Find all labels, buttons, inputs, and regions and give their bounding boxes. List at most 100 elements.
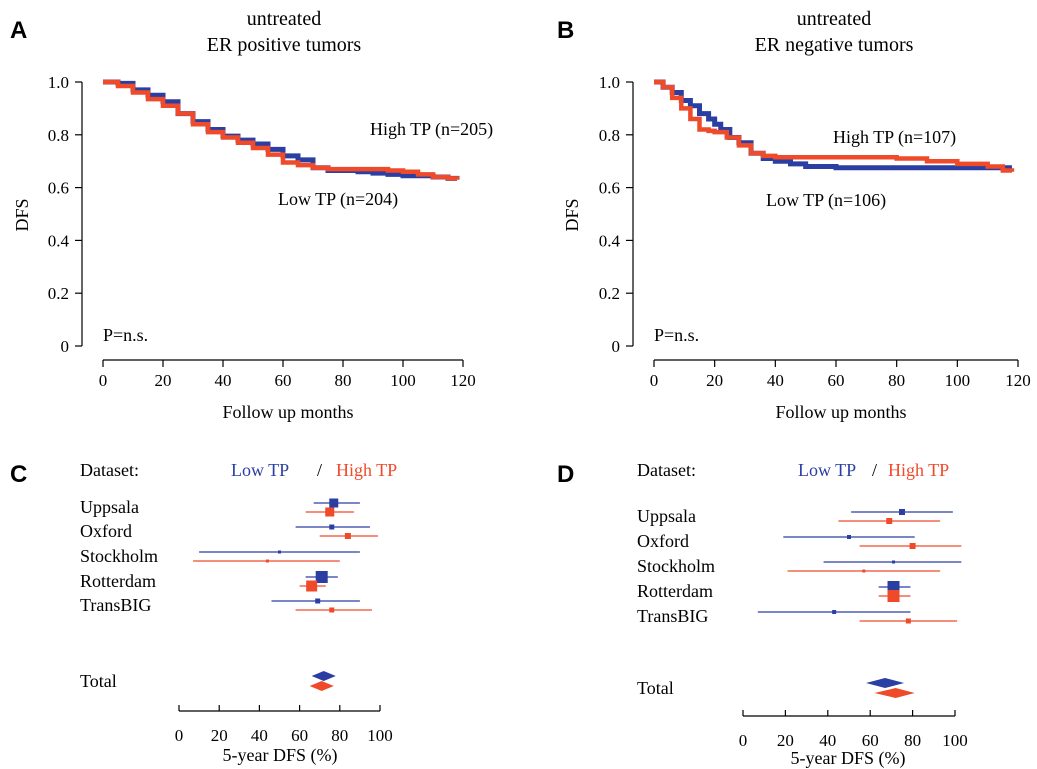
panel-b-low-tp-label: Low TP (n=106) <box>766 190 886 211</box>
x-tick-label: 80 <box>888 371 905 390</box>
panel-letter-b: B <box>557 17 574 44</box>
panel-b-x-ticks: 0 20 40 60 80 100 120 <box>650 360 1031 390</box>
panel-b-y-ticks: 0 0.2 0.4 0.6 0.8 1.0 <box>599 73 633 356</box>
dataset-name: TransBIG <box>637 606 708 626</box>
low-tp-estimate-square <box>892 560 896 564</box>
panel-b: B untreated ER negative tumors DFS Follo… <box>557 8 1031 422</box>
x-tick-label: 40 <box>215 371 232 390</box>
panel-d-legend-high: High TP <box>888 460 949 480</box>
low-tp-estimate-square <box>329 498 339 508</box>
panel-d: D Dataset: Low TP / High TP Uppsala Oxfor… <box>557 460 968 769</box>
panel-b-high-tp-label: High TP (n=107) <box>833 127 956 148</box>
dataset-name: Rotterdam <box>80 571 156 591</box>
high-tp-curve-0 <box>654 79 1012 171</box>
panel-a: A untreated ER positive tumors DFS Follo… <box>10 8 493 422</box>
x-tick-label: 100 <box>367 726 393 745</box>
x-tick-label: 60 <box>275 371 292 390</box>
high-tp-estimate-square <box>329 607 335 613</box>
high-tp-estimate-square <box>344 533 351 539</box>
total-label: Total <box>637 678 674 698</box>
dataset-name: Oxford <box>637 531 689 551</box>
panel-c-x-axis-label: 5-year DFS (%) <box>223 745 338 766</box>
x-tick-label: 20 <box>777 731 794 750</box>
panel-d-legend-separator: / <box>872 460 877 480</box>
panel-b-p-value: P=n.s. <box>654 325 699 345</box>
x-tick-label: 80 <box>331 726 348 745</box>
high-tp-estimate-square <box>886 518 893 524</box>
x-tick-label: 40 <box>819 731 836 750</box>
x-tick-label: 40 <box>251 726 268 745</box>
low-tp-estimate-square <box>315 571 328 583</box>
high-tp-estimate-square <box>862 569 866 573</box>
y-tick-label: 0.8 <box>48 126 69 145</box>
panel-a-title-line-2: ER positive tumors <box>207 34 362 56</box>
low-tp-estimate-square <box>315 598 321 604</box>
x-tick-label: 0 <box>739 731 748 750</box>
y-tick-label: 0 <box>61 337 70 356</box>
panel-a-low-tp-label: Low TP (n=204) <box>278 189 398 210</box>
panel-c-total: Total <box>80 671 336 691</box>
panel-a-x-ticks: 0 20 40 60 80 100 120 <box>99 360 476 390</box>
x-tick-label: 20 <box>706 371 723 390</box>
dataset-name: Uppsala <box>637 506 696 526</box>
x-tick-label: 100 <box>390 371 416 390</box>
panel-letter-d: D <box>557 461 574 488</box>
x-tick-label: 120 <box>1005 371 1031 390</box>
panel-c-legend-high: High TP <box>336 460 397 480</box>
y-tick-label: 0.6 <box>599 179 620 198</box>
y-tick-label: 0.4 <box>599 231 621 250</box>
low-tp-total-diamond <box>311 671 336 681</box>
panel-a-curves <box>103 79 460 181</box>
low-tp-estimate-square <box>832 610 837 614</box>
dataset-name: Stockholm <box>80 546 158 566</box>
y-tick-label: 1.0 <box>48 73 69 92</box>
panel-b-curves <box>654 79 1015 173</box>
panel-d-total: Total <box>637 678 915 698</box>
high-tp-estimate-square <box>909 543 916 549</box>
x-tick-label: 20 <box>155 371 172 390</box>
x-tick-label: 80 <box>904 731 921 750</box>
panel-c-dataset-header: Dataset: <box>80 460 139 480</box>
high-tp-estimate-square <box>265 559 269 563</box>
high-tp-total-diamond <box>874 688 915 698</box>
x-tick-label: 80 <box>335 371 352 390</box>
low-tp-curve-1 <box>103 79 460 181</box>
x-tick-label: 0 <box>650 371 659 390</box>
panel-d-x-ticks: 0 20 40 60 80 100 <box>739 710 968 750</box>
panel-d-legend-low: Low TP <box>798 460 856 480</box>
x-tick-label: 60 <box>862 731 879 750</box>
dataset-name: TransBIG <box>80 595 151 615</box>
panel-a-x-axis-label: Follow up months <box>222 402 353 422</box>
high-tp-estimate-square <box>306 580 318 592</box>
panel-a-y-axis-label: DFS <box>12 198 32 231</box>
panel-a-title-line-1: untreated <box>247 8 321 30</box>
y-tick-label: 0.6 <box>48 179 69 198</box>
panel-c-x-ticks: 0 20 40 60 80 100 <box>175 705 393 745</box>
panel-a-high-tp-label: High TP (n=205) <box>370 119 493 140</box>
panel-b-y-axis-label: DFS <box>562 198 582 231</box>
panel-letter-c: C <box>10 461 27 488</box>
x-tick-label: 120 <box>450 371 476 390</box>
high-tp-estimate-square <box>325 507 335 517</box>
panel-letter-a: A <box>10 17 27 44</box>
x-tick-label: 20 <box>211 726 228 745</box>
y-tick-label: 0 <box>612 337 621 356</box>
panel-c: C Dataset: Low TP / High TP Uppsala Oxfor… <box>10 460 397 766</box>
high-tp-estimate-square <box>887 590 900 602</box>
x-tick-label: 0 <box>175 726 184 745</box>
panel-b-title-line-2: ER negative tumors <box>755 34 914 56</box>
x-tick-label: 100 <box>945 371 971 390</box>
low-tp-estimate-square <box>899 509 905 515</box>
x-tick-label: 100 <box>942 731 968 750</box>
y-tick-label: 0.2 <box>599 284 620 303</box>
high-tp-estimate-square <box>905 618 911 624</box>
x-tick-label: 0 <box>99 371 108 390</box>
low-tp-curve-1 <box>654 79 1015 173</box>
panel-c-rows: Uppsala Oxford Stockholm Rotterdam TransBIG <box>80 497 378 615</box>
y-tick-label: 0.2 <box>48 284 69 303</box>
dataset-name: Oxford <box>80 521 132 541</box>
panel-b-x-axis-label: Follow up months <box>775 402 906 422</box>
high-tp-total-diamond <box>309 681 334 691</box>
panel-a-y-ticks: 0 0.2 0.4 0.6 0.8 1.0 <box>48 73 82 356</box>
